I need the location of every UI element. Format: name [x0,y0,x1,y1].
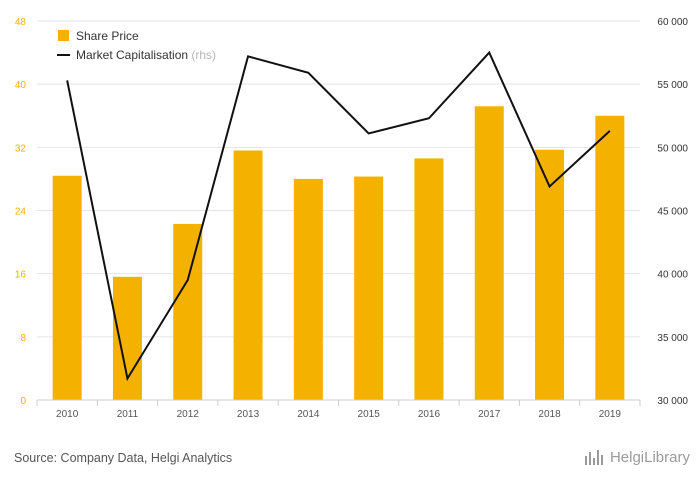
market-cap-line [66,50,611,382]
x-tick-label: 2011 [117,409,139,420]
legend-rhs-suffix: (rhs) [191,48,216,62]
y-right-tick-label: 30 000 [657,396,688,407]
share-price-bar [233,150,263,400]
x-tick-label: 2013 [237,409,260,420]
share-price-bar [293,178,323,400]
y-left-tick-label: 24 [15,207,27,218]
y-right-tick-label: 35 000 [657,333,688,344]
x-tick-label: 2012 [177,409,200,420]
x-tick-label: 2014 [297,409,320,420]
share-price-bar [112,276,142,400]
y-left-tick-label: 0 [20,396,26,407]
share-price-bar [474,106,504,401]
x-tick-label: 2010 [56,409,79,420]
y-left-tick-label: 32 [15,143,27,154]
chart: 0 8 16 24 32 40 48 30 000 35 000 40 000 45 000 50 0… [15,17,689,420]
share-price-bar [354,176,384,400]
share-price-bar [595,115,625,400]
brand: HelgiLibrary [584,448,690,466]
brand-name: HelgiLibrary [609,448,690,466]
y-left-tick-label: 8 [20,333,26,344]
y-right-tick-label: 60 000 [657,17,688,28]
share-price-bar [535,149,565,400]
source-note: Source: Company Data, Helgi Analytics [14,451,233,465]
y-left-tick-label: 40 [15,80,27,91]
y-right-tick-label: 55 000 [657,80,688,91]
y-left-tick-label: 48 [15,17,27,28]
share-price-bar [52,175,82,400]
x-tick-label: 2017 [478,409,501,420]
y-right-tick-label: 50 000 [657,143,688,154]
x-tick-label: 2016 [418,409,441,420]
x-tick-label: 2019 [599,409,622,420]
legend-market-cap-label: Market Capitalisation (rhs) [76,48,216,62]
helgi-logo-icon [584,450,603,465]
share-price-bar [173,223,203,400]
y-left-tick-label: 16 [15,270,27,281]
legend-share-price-swatch [58,30,69,41]
x-tick-label: 2018 [538,409,561,420]
y-right-tick-label: 45 000 [657,207,688,218]
legend-share-price-label: Share Price [76,29,139,43]
share-price-bar [414,158,444,400]
y-right-tick-label: 40 000 [657,270,688,281]
x-tick-label: 2015 [358,409,381,420]
